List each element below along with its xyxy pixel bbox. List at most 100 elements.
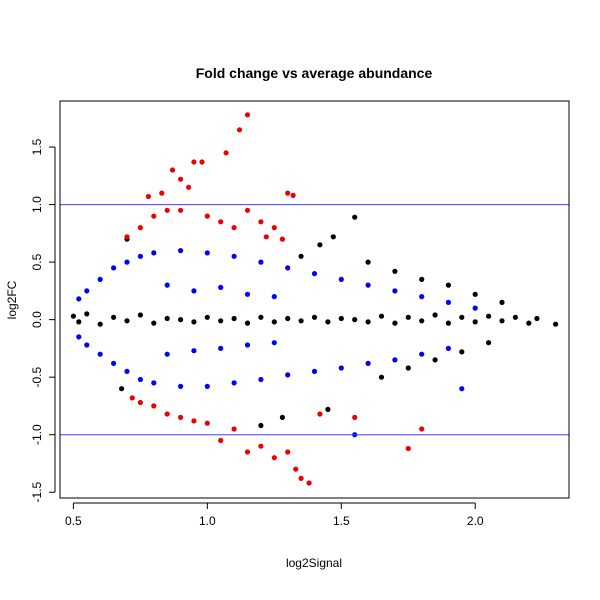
y-tick-label: 0.5 xyxy=(30,253,44,270)
data-point xyxy=(271,455,277,461)
data-point xyxy=(199,159,205,165)
data-point xyxy=(419,351,425,357)
plot-area-frame xyxy=(59,100,570,499)
data-point xyxy=(97,276,103,282)
data-point xyxy=(472,305,478,311)
data-point xyxy=(151,250,157,256)
data-point xyxy=(151,213,157,219)
data-point xyxy=(76,319,82,325)
data-point xyxy=(231,253,237,259)
x-tick-label: 1.0 xyxy=(199,514,216,528)
data-point xyxy=(285,265,291,271)
data-point xyxy=(298,318,304,324)
y-tick-label: -1.5 xyxy=(30,482,44,503)
data-point xyxy=(352,214,358,220)
data-point xyxy=(526,320,532,326)
x-axis: 0.5 1.0 1.5 2.0 xyxy=(65,502,484,528)
data-point xyxy=(486,313,492,319)
data-point xyxy=(365,259,371,265)
data-point xyxy=(159,190,165,196)
data-point xyxy=(258,443,264,449)
data-point xyxy=(164,351,170,357)
data-point xyxy=(178,176,184,182)
data-point xyxy=(285,190,291,196)
data-point xyxy=(512,314,519,320)
data-point xyxy=(178,317,184,323)
data-point xyxy=(405,314,411,320)
data-point xyxy=(97,321,103,327)
data-point xyxy=(445,320,451,326)
data-point xyxy=(191,348,197,354)
data-point xyxy=(204,383,210,389)
data-point xyxy=(392,268,398,274)
data-point xyxy=(285,315,291,322)
data-point xyxy=(405,445,411,452)
y-tick-label: -0.5 xyxy=(30,367,44,388)
data-point xyxy=(325,319,331,325)
data-point xyxy=(271,294,277,300)
data-point xyxy=(338,315,344,322)
data-point xyxy=(111,314,117,320)
data-point xyxy=(129,395,135,401)
data-point xyxy=(231,380,237,386)
data-point xyxy=(244,291,251,297)
data-point xyxy=(378,374,385,380)
data-point xyxy=(111,265,117,271)
data-point xyxy=(244,320,251,326)
data-point xyxy=(178,207,184,213)
points-layer xyxy=(70,112,559,486)
data-point xyxy=(298,253,304,259)
data-point xyxy=(258,219,264,225)
data-point xyxy=(365,319,371,325)
data-point xyxy=(419,318,425,324)
data-point xyxy=(279,414,285,420)
y-tick-label: 1.5 xyxy=(30,138,44,155)
data-point xyxy=(191,159,197,165)
data-point xyxy=(325,406,331,412)
data-point xyxy=(84,311,90,317)
data-point xyxy=(459,314,465,320)
data-point xyxy=(164,207,170,213)
data-point xyxy=(392,320,398,326)
data-point xyxy=(84,288,90,294)
data-point xyxy=(271,319,277,325)
data-point xyxy=(258,314,264,320)
data-point xyxy=(459,349,465,355)
data-point xyxy=(169,167,176,173)
data-point xyxy=(218,318,224,324)
data-point xyxy=(164,315,170,322)
data-point xyxy=(119,386,125,392)
data-point xyxy=(178,383,184,389)
chart-title: Fold change vs average abundance xyxy=(196,65,433,81)
data-point xyxy=(244,342,251,348)
data-point xyxy=(553,321,559,327)
data-point xyxy=(445,282,451,288)
data-point xyxy=(365,360,371,366)
data-point xyxy=(271,225,277,231)
data-point xyxy=(97,351,103,357)
data-point xyxy=(191,288,197,294)
data-point xyxy=(392,288,398,294)
x-tick-label: 2.0 xyxy=(467,514,484,528)
data-point xyxy=(258,422,264,429)
data-point xyxy=(432,312,438,318)
data-point xyxy=(70,313,76,319)
data-point xyxy=(486,340,492,346)
data-point xyxy=(111,360,117,366)
data-point xyxy=(164,282,170,288)
data-point xyxy=(392,357,398,363)
data-point xyxy=(191,418,197,424)
data-point xyxy=(236,127,243,133)
data-point xyxy=(311,368,318,374)
reference-lines xyxy=(60,204,569,436)
data-point xyxy=(231,315,237,322)
data-point xyxy=(218,284,224,290)
data-point xyxy=(124,234,130,240)
data-point xyxy=(290,192,296,198)
y-axis-label: log2FC xyxy=(5,280,19,319)
data-point xyxy=(472,291,478,297)
data-point xyxy=(432,357,438,363)
data-point xyxy=(76,296,82,302)
data-point xyxy=(84,342,90,348)
data-point xyxy=(137,253,143,259)
